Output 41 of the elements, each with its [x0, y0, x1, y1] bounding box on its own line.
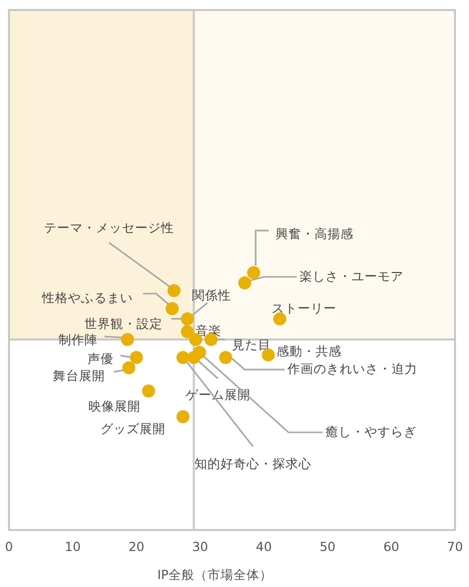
annotation: 世界観・設定 [84, 316, 162, 332]
annotation: テーマ・メッセージ性 [44, 220, 174, 236]
annotation: 感動・共感 [276, 343, 342, 358]
annotation: 楽しさ・ユーモア [300, 268, 404, 284]
point [122, 361, 136, 374]
point [238, 276, 252, 290]
annotation: 癒し・やすらぎ [326, 424, 417, 439]
x-tick-label: 10 [64, 539, 81, 554]
point [180, 325, 194, 338]
point [193, 346, 206, 359]
annotation: 制作陣 [58, 332, 98, 347]
x-tick-label: 60 [383, 539, 400, 554]
point [247, 266, 260, 280]
point [180, 312, 194, 326]
annotation: 映像展開 [88, 398, 141, 414]
annotation: 興奮・高揚感 [276, 226, 354, 241]
x-tick-label: 20 [128, 539, 144, 554]
annotation: 作画のきれいさ・迫力 [286, 360, 418, 376]
annotation: 性格やふるまい [41, 290, 134, 306]
point [166, 302, 179, 316]
annotation: 知的好奇心・探求心 [194, 456, 312, 471]
x-tick-label: 70 [447, 539, 463, 554]
annotation: 舞台展開 [52, 368, 105, 384]
point [142, 384, 156, 398]
annotation: 見た目 [232, 336, 271, 352]
point [273, 312, 286, 326]
annotation: 声優 [87, 350, 114, 366]
x-tick-label: 50 [320, 539, 336, 554]
x-tick-label: 0 [5, 539, 14, 554]
x-tick-label: 40 [256, 539, 272, 554]
point [168, 284, 181, 298]
point [130, 351, 143, 364]
point [176, 410, 190, 424]
x-tick-label: 30 [192, 539, 208, 554]
point [121, 333, 134, 346]
annotation: グッズ展開 [100, 421, 166, 436]
annotation: ストーリー [271, 300, 336, 316]
point [219, 351, 232, 364]
point [176, 351, 190, 364]
annotation: 関係性 [192, 287, 231, 302]
x-axis-title: IP全般（市場全体） [157, 567, 273, 582]
